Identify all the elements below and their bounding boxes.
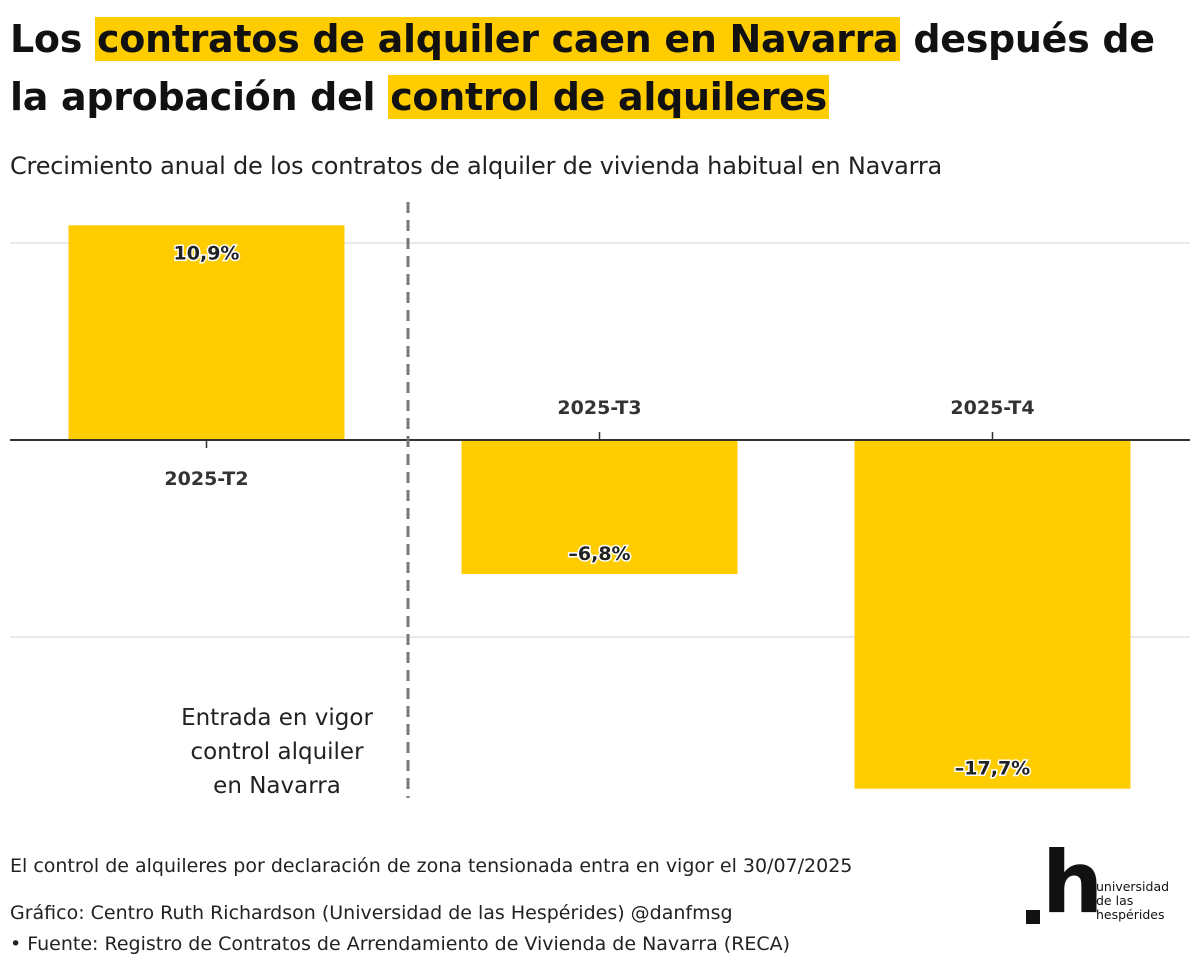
bars bbox=[68, 225, 1131, 789]
category-labels: 2025-T2 2025-T3 2025-T4 bbox=[10, 397, 1190, 490]
logo-text: universidad de las hespérides bbox=[1096, 879, 1170, 922]
bar-chart: 10,9% –6,8% –17,7% 2025-T2 2025-T3 2025-T4 E… bbox=[10, 202, 1190, 799]
university-logo: h universidad de las hespérides bbox=[1022, 840, 1182, 928]
title-part-1: contratos de alquiler caen en Navarra bbox=[94, 17, 901, 61]
data-label-2025-T2: 10,9% bbox=[174, 242, 240, 264]
annotation-line-2: en Navarra bbox=[213, 773, 341, 799]
bar-2025-T3 bbox=[461, 440, 738, 574]
logo-dot bbox=[1026, 910, 1040, 924]
annotation-line-1: control alquiler bbox=[190, 739, 364, 765]
data-labels: 10,9% –6,8% –17,7% bbox=[172, 241, 1032, 781]
data-label-2025-T3: –6,8% bbox=[568, 543, 630, 565]
logo-h-glyph: h bbox=[1042, 833, 1104, 933]
bar-2025-T2 bbox=[68, 225, 345, 440]
title-part-0: Los bbox=[10, 17, 95, 61]
chart-title: Los contratos de alquiler caen en Navarr… bbox=[10, 10, 1190, 126]
category-label-2025-T3: 2025-T3 bbox=[557, 397, 641, 419]
category-label-2025-T2: 2025-T2 bbox=[164, 468, 248, 490]
title-part-3: control de alquileres bbox=[388, 75, 829, 119]
category-label-2025-T4: 2025-T4 bbox=[950, 397, 1034, 419]
footnote: El control de alquileres por declaración… bbox=[10, 855, 853, 877]
title-part-2: después de la aprobación del bbox=[10, 17, 1155, 119]
annotation: Entrada en vigor control alquiler en Navar… bbox=[181, 202, 410, 799]
credit: Gráfico: Centro Ruth Richardson (Univers… bbox=[10, 902, 733, 924]
annotation-line-0: Entrada en vigor bbox=[181, 705, 373, 731]
bar-2025-T4 bbox=[854, 440, 1131, 789]
chart-subtitle: Crecimiento anual de los contratos de al… bbox=[10, 152, 943, 180]
data-label-2025-T4: –17,7% bbox=[955, 758, 1030, 780]
source: • Fuente: Registro de Contratos de Arren… bbox=[10, 933, 791, 955]
